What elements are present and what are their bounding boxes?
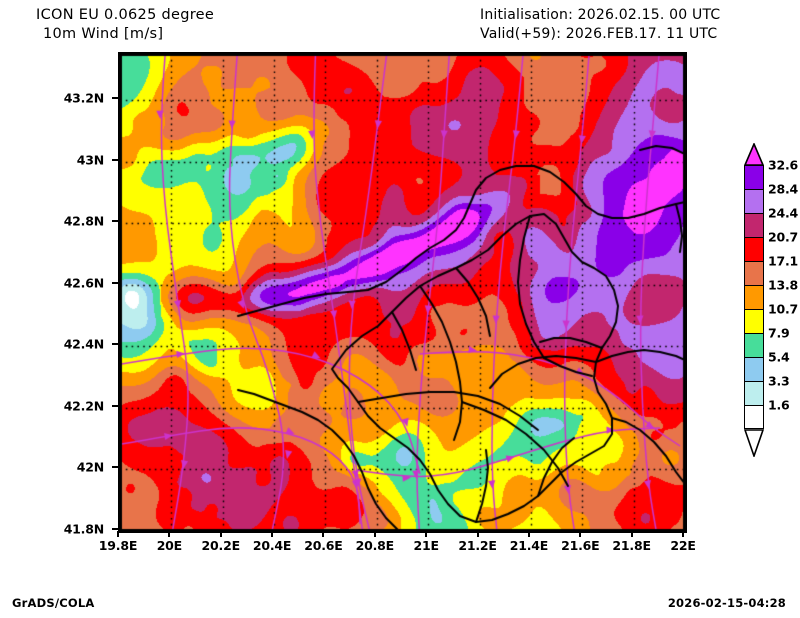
colorbar-tick-label: 10.7 <box>768 301 799 317</box>
latitude-tick-mark <box>112 343 118 346</box>
latitude-tick-mark <box>112 158 118 161</box>
colorbar-top-arrow-icon <box>743 141 765 166</box>
colorbar-tick-label: 5.4 <box>768 349 790 365</box>
colorbar-band <box>744 237 764 261</box>
colorbar-band <box>744 261 764 285</box>
colorbar-band <box>744 165 764 189</box>
colorbar-band <box>744 309 764 333</box>
latitude-tick-mark <box>112 404 118 407</box>
longitude-tick-label: 20E <box>156 538 183 553</box>
latitude-tick-label: 43N <box>76 152 104 168</box>
longitude-tick-label: 21.6E <box>561 538 600 553</box>
longitude-axis: 19.8E 20E 20.2E 20.4E 20.6E 20.8E 21E 21.2E 21.4… <box>99 531 696 557</box>
map-plot-area[interactable] <box>118 52 687 533</box>
latitude-tick-mark <box>112 528 118 530</box>
colorbar-band <box>744 405 764 429</box>
longitude-tick-label: 21.2E <box>458 538 497 553</box>
latitude-tick-label: 42.2N <box>63 398 105 414</box>
colorbar-band <box>744 357 764 381</box>
latitude-tick-label: 42N <box>76 459 104 475</box>
model-title: ICON EU 0.0625 degree <box>36 7 215 23</box>
longitude-tick-mark <box>322 531 325 537</box>
colorbar-band <box>744 381 764 405</box>
variable-title: 10m Wind [m/s] <box>43 26 164 42</box>
longitude-tick-label: 20.2E <box>201 538 241 553</box>
generation-timestamp: 2026-02-15-04:28 <box>667 596 786 610</box>
longitude-tick-label: 20.4E <box>252 538 292 553</box>
colorbar-tick-label: 3.3 <box>768 373 790 389</box>
longitude-tick-mark <box>373 531 376 537</box>
colorbar-tick-label: 7.9 <box>768 325 790 341</box>
wind-speed-field-canvas <box>120 54 685 531</box>
longitude-tick-mark <box>527 531 530 537</box>
colorbar-tick-label: 17.1 <box>768 253 799 269</box>
longitude-tick-mark <box>117 531 119 537</box>
latitude-tick-label: 43.2N <box>63 90 105 106</box>
colorbar-tick-label: 1.6 <box>768 397 790 413</box>
colorbar-tick-label: 13.8 <box>768 277 799 293</box>
colorbar-tick-label: 20.7 <box>768 229 799 245</box>
latitude-axis: 43.2N 43N 42.8N 42.6N 42.4N 42.2N 42N 41.8N <box>0 52 118 537</box>
colorbar-band <box>744 189 764 213</box>
colorbar-tick-label: 28.4 <box>768 181 799 197</box>
latitude-tick-mark <box>112 97 118 100</box>
colorbar-tick-label: 32.6 <box>768 157 799 173</box>
initialisation-text: Initialisation: 2026.02.15. 00 UTC <box>480 7 721 23</box>
longitude-tick-mark <box>630 531 633 537</box>
longitude-tick-label: 21.8E <box>612 538 651 553</box>
latitude-tick-label: 42.6N <box>63 275 105 291</box>
longitude-tick-mark <box>271 531 274 537</box>
longitude-tick-label: 22E <box>670 538 696 553</box>
longitude-tick-mark <box>219 531 222 537</box>
longitude-tick-label: 20.6E <box>304 538 343 553</box>
longitude-tick-mark <box>682 531 684 537</box>
latitude-tick-mark <box>112 220 118 223</box>
colorbar-band <box>744 285 764 309</box>
longitude-tick-label: 21E <box>413 538 440 553</box>
longitude-tick-mark <box>476 531 479 537</box>
producer-label: GrADS/COLA <box>12 596 95 610</box>
valid-time-text: Valid(+59): 2026.FEB.17. 11 UTC <box>480 26 718 42</box>
longitude-tick-label: 20.8E <box>355 538 395 553</box>
latitude-tick-label: 42.8N <box>63 213 105 229</box>
longitude-tick-label: 19.8E <box>98 538 138 553</box>
latitude-tick-label: 41.8N <box>63 521 105 537</box>
colorbar-tick-label: 24.4 <box>768 205 799 221</box>
latitude-tick-label: 42.4N <box>63 336 105 352</box>
header-left-block: ICON EU 0.0625 degree 10m Wind [m/s] <box>36 6 214 44</box>
longitude-tick-mark <box>579 531 582 537</box>
latitude-tick-mark <box>112 466 118 469</box>
longitude-tick-mark <box>168 531 171 537</box>
colorbar-band-stack <box>744 165 764 429</box>
longitude-tick-label: 21.4E <box>509 538 549 553</box>
colorbar-band <box>744 213 764 237</box>
colorbar-bottom-arrow-icon <box>743 429 765 459</box>
colorbar-band <box>744 333 764 357</box>
header-right-block: Initialisation: 2026.02.15. 00 UTC Valid… <box>480 6 720 44</box>
longitude-tick-mark <box>425 531 428 537</box>
latitude-tick-mark <box>112 281 118 284</box>
colorbar-legend: 32.6 28.4 24.4 20.7 17.1 13.8 10.7 7.9 5.4 3.3 1.6 <box>738 141 800 459</box>
